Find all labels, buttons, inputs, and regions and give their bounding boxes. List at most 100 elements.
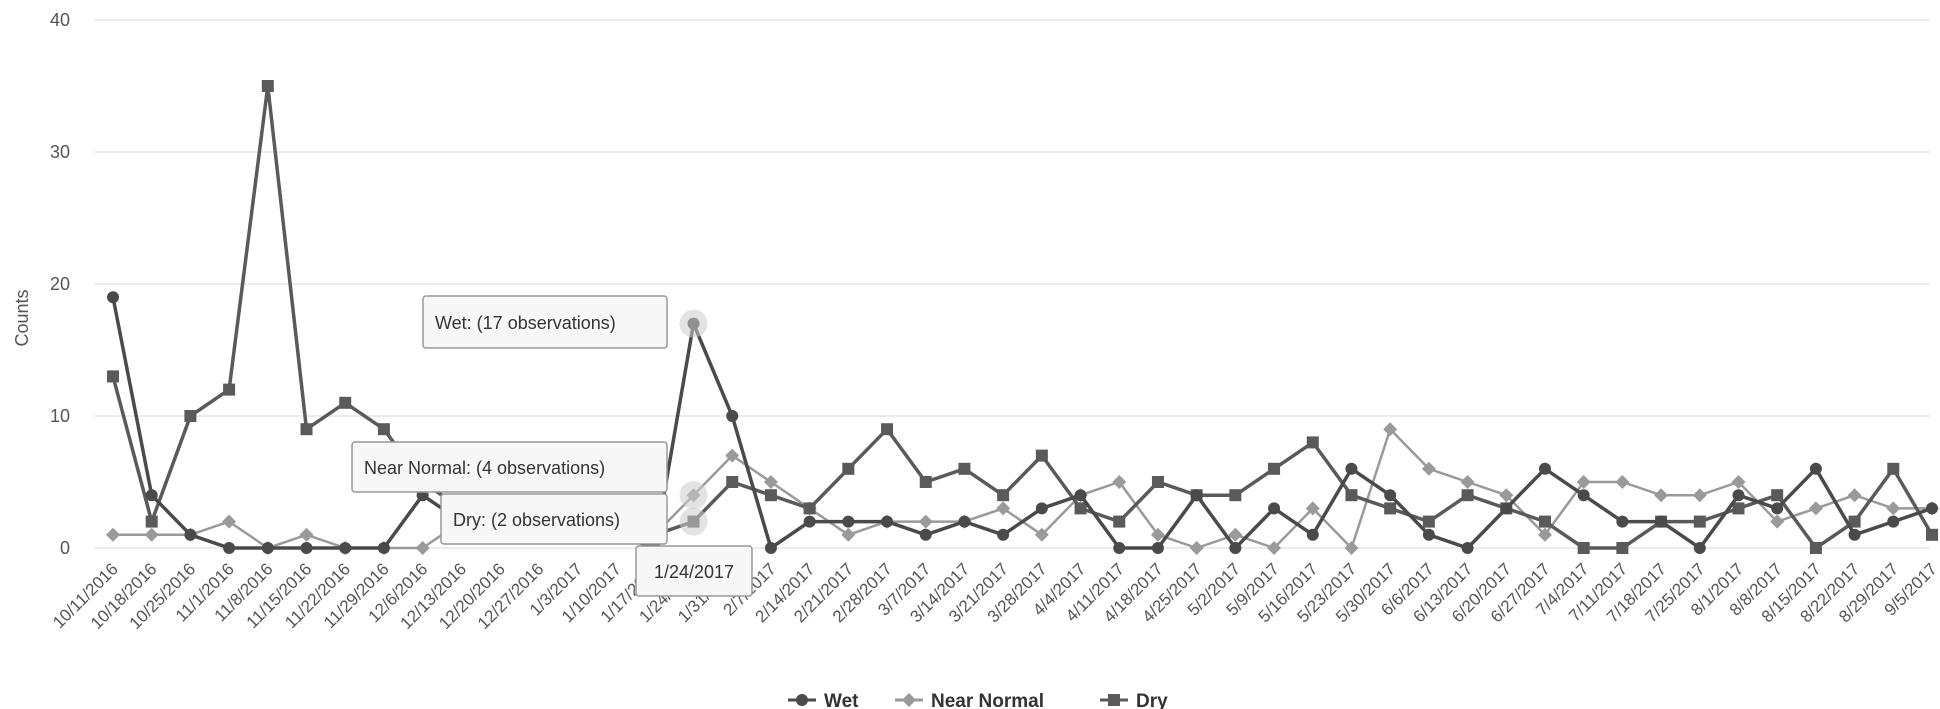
data-point[interactable] [763,475,778,489]
data-point[interactable] [184,410,197,422]
data-point[interactable] [1731,475,1746,489]
data-point[interactable] [1732,502,1745,515]
data-point[interactable] [1306,528,1319,541]
data-point[interactable] [107,291,119,304]
data-point[interactable] [1384,502,1397,515]
data-point[interactable] [261,542,274,554]
data-point[interactable] [1576,475,1591,489]
data-point[interactable] [1538,462,1551,475]
data-point[interactable] [1112,475,1127,489]
data-point[interactable] [145,515,158,528]
data-point[interactable] [1499,488,1514,503]
data-point[interactable] [1732,489,1745,502]
data-point[interactable] [1034,527,1049,542]
data-point[interactable] [1771,502,1784,515]
data-point[interactable] [261,80,274,92]
data-point[interactable] [1577,542,1590,554]
data-point[interactable] [725,448,740,463]
data-point[interactable] [144,527,159,542]
data-point[interactable] [1150,527,1165,542]
data-point[interactable] [1692,488,1707,503]
data-point[interactable] [1461,489,1474,502]
data-point[interactable] [1537,527,1552,542]
data-point[interactable] [881,423,894,436]
data-point[interactable] [764,542,777,554]
data-point[interactable] [918,514,933,529]
data-point[interactable] [107,370,119,383]
data-point[interactable] [1074,489,1087,502]
data-point[interactable] [1461,542,1474,554]
data-point[interactable] [726,476,739,488]
data-point[interactable] [919,528,932,541]
data-point[interactable] [1035,449,1048,462]
data-point[interactable] [145,489,158,502]
data-point[interactable] [1151,476,1164,488]
data-point[interactable] [1654,488,1669,503]
data-point[interactable] [842,515,855,528]
data-point[interactable] [1384,489,1397,502]
data-point[interactable] [1422,515,1435,528]
data-point[interactable] [299,527,314,542]
data-point[interactable] [1189,541,1204,555]
data-point[interactable] [1770,514,1785,529]
data-point[interactable] [919,476,932,488]
data-point[interactable] [1074,502,1087,515]
data-point[interactable] [1305,501,1320,516]
data-point[interactable] [958,462,971,475]
data-point[interactable] [881,515,894,528]
data-point[interactable] [841,527,856,542]
data-point[interactable] [1344,541,1359,555]
data-point[interactable] [1229,542,1242,554]
data-point[interactable] [1848,515,1861,528]
data-point[interactable] [803,515,816,528]
data-point[interactable] [1809,462,1822,475]
data-point[interactable] [1268,502,1281,515]
data-point[interactable] [958,515,971,528]
data-point[interactable] [223,542,236,554]
data-point[interactable] [1113,542,1126,554]
data-point[interactable] [764,489,777,502]
data-point[interactable] [996,501,1011,516]
data-point[interactable] [803,502,816,515]
data-point[interactable] [415,541,430,555]
data-point[interactable] [842,462,855,475]
data-point[interactable] [1151,542,1164,554]
data-point[interactable] [1113,515,1126,528]
data-point[interactable] [1808,501,1823,516]
data-point[interactable] [1345,462,1358,475]
data-point[interactable] [1383,422,1398,437]
data-point[interactable] [1577,489,1590,502]
data-point[interactable] [1809,542,1822,554]
data-point[interactable] [1848,528,1861,541]
data-point[interactable] [1422,528,1435,541]
data-point[interactable] [1228,527,1243,542]
data-point[interactable] [1035,502,1048,515]
data-point[interactable] [1926,502,1938,515]
data-point[interactable] [339,396,352,409]
data-point[interactable] [1615,475,1630,489]
data-point[interactable] [300,542,313,554]
data-point[interactable] [1500,502,1513,515]
data-point[interactable] [997,489,1010,502]
data-point[interactable] [1886,501,1901,516]
data-point[interactable] [1268,462,1281,475]
legend-item-near-normal[interactable]: Near Normal [895,691,1044,709]
data-point[interactable] [1693,542,1706,554]
data-point[interactable] [377,542,390,554]
data-point[interactable] [1887,462,1900,475]
legend-item-dry[interactable]: Dry [1100,691,1168,709]
data-point[interactable] [339,542,352,554]
data-point[interactable] [1887,515,1900,528]
data-point[interactable] [1460,475,1475,489]
data-point[interactable] [1190,489,1203,502]
data-point[interactable] [1229,489,1242,502]
data-point[interactable] [222,514,237,529]
data-point[interactable] [1926,528,1938,541]
data-point[interactable] [1616,515,1629,528]
data-point[interactable] [1421,461,1436,476]
data-point[interactable] [1771,489,1784,502]
data-point[interactable] [106,527,120,542]
data-point[interactable] [300,423,313,436]
data-point[interactable] [1616,542,1629,554]
data-point[interactable] [726,410,739,422]
